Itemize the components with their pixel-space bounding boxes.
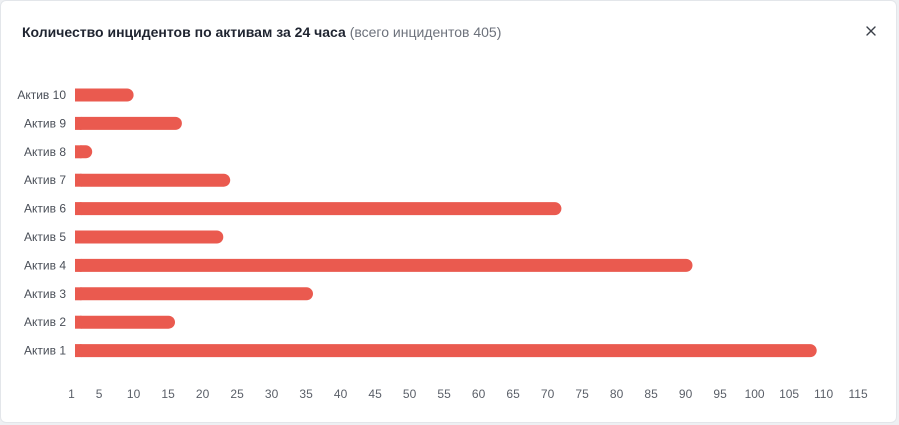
- x-tick-label: 10: [127, 387, 141, 401]
- bar[interactable]: [75, 116, 182, 130]
- bar-base: [75, 287, 82, 301]
- x-tick-label: 60: [472, 387, 486, 401]
- bar-base: [75, 116, 82, 130]
- bar-base: [75, 88, 82, 102]
- bar-base: [75, 202, 82, 216]
- category-label: Актив 6: [24, 202, 66, 216]
- x-tick-label: 85: [644, 387, 658, 401]
- x-tick-label: 40: [334, 387, 348, 401]
- x-tick-label: 30: [265, 387, 279, 401]
- chart-title: Количество инцидентов по активам за 24 ч…: [22, 24, 346, 40]
- bar[interactable]: [75, 344, 817, 358]
- x-tick-label: 50: [403, 387, 417, 401]
- x-tick-label: 110: [814, 387, 833, 401]
- x-tick-label: 15: [161, 387, 175, 401]
- x-tick-label: 95: [713, 387, 727, 401]
- x-tick-label: 25: [230, 387, 244, 401]
- bar[interactable]: [75, 173, 231, 187]
- chart-header: Количество инцидентов по активам за 24 ч…: [22, 23, 501, 41]
- x-tick-label: 35: [299, 387, 313, 401]
- bar[interactable]: [75, 88, 134, 102]
- bar-base: [75, 258, 82, 272]
- x-tick-label: 65: [506, 387, 520, 401]
- x-tick-label: 80: [610, 387, 624, 401]
- bar[interactable]: [75, 230, 224, 244]
- bar-base: [75, 230, 82, 244]
- x-tick-label: 70: [541, 387, 555, 401]
- x-tick-label: 45: [368, 387, 382, 401]
- bar-base: [75, 145, 82, 159]
- bar[interactable]: [75, 287, 313, 301]
- category-label: Актив 10: [17, 88, 66, 102]
- category-label: Актив 5: [24, 230, 66, 244]
- chart-subtitle: (всего инцидентов 405): [349, 24, 502, 40]
- bar-base: [75, 344, 82, 358]
- x-tick-label: 100: [745, 387, 765, 401]
- category-label: Актив 7: [24, 173, 66, 187]
- bar[interactable]: [75, 202, 562, 216]
- bar[interactable]: [75, 258, 693, 272]
- bar-base: [75, 315, 82, 329]
- x-tick-label: 90: [679, 387, 693, 401]
- x-tick-label: 5: [96, 387, 103, 401]
- close-icon[interactable]: [863, 23, 879, 39]
- x-tick-label: 75: [575, 387, 589, 401]
- x-tick-label: 115: [849, 387, 868, 401]
- category-label: Актив 3: [24, 287, 66, 301]
- category-label: Актив 9: [24, 116, 66, 130]
- category-label: Актив 8: [24, 145, 66, 159]
- x-tick-label: 1: [68, 387, 75, 401]
- bar-base: [75, 173, 82, 187]
- category-label: Актив 1: [24, 344, 66, 358]
- category-label: Актив 4: [24, 258, 66, 272]
- x-tick-label: 105: [779, 387, 799, 401]
- category-label: Актив 2: [24, 315, 66, 329]
- bar[interactable]: [75, 315, 175, 329]
- x-tick-label: 55: [437, 387, 451, 401]
- x-tick-label: 20: [196, 387, 210, 401]
